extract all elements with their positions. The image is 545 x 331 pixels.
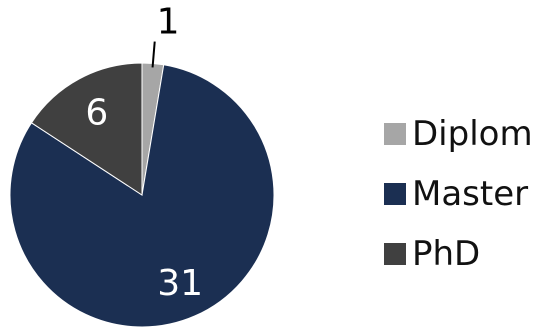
legend-swatch-phd [384, 243, 406, 265]
legend-label-diplom: Diplom [412, 114, 533, 154]
pie-slices [9, 62, 275, 328]
leader-line-diplom [151, 41, 156, 68]
data-label-phd: 6 [85, 92, 108, 133]
pie-slice-phd [30, 62, 143, 196]
legend-label-phd: PhD [412, 234, 480, 274]
legend-swatch-master [384, 183, 406, 205]
legend-swatch-diplom [384, 123, 406, 145]
chart-legend: Diplom Master PhD [384, 114, 533, 274]
pie-data-labels: 1 31 6 [85, 2, 203, 304]
data-label-diplom: 1 [157, 2, 180, 43]
data-label-master: 31 [157, 263, 203, 304]
pie-slice-master [9, 64, 275, 328]
legend-label-master: Master [412, 174, 528, 214]
